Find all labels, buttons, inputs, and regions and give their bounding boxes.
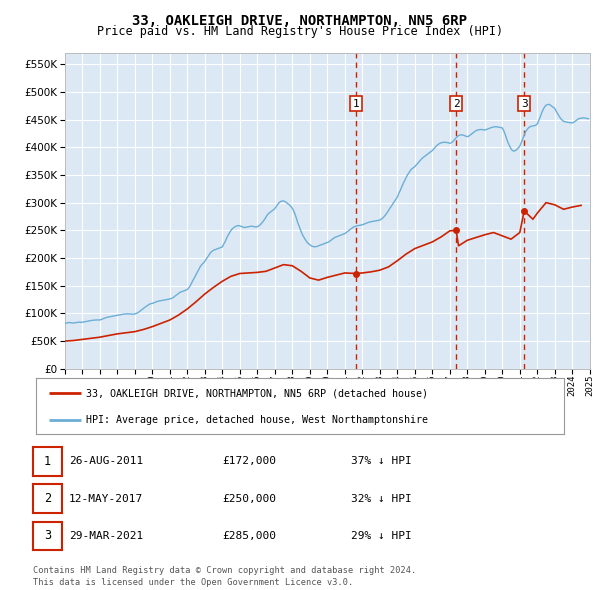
Text: 29% ↓ HPI: 29% ↓ HPI xyxy=(351,531,412,540)
Text: 1: 1 xyxy=(353,99,359,109)
Text: 33, OAKLEIGH DRIVE, NORTHAMPTON, NN5 6RP: 33, OAKLEIGH DRIVE, NORTHAMPTON, NN5 6RP xyxy=(133,14,467,28)
Text: £285,000: £285,000 xyxy=(222,531,276,540)
Text: 37% ↓ HPI: 37% ↓ HPI xyxy=(351,457,412,466)
Text: 12-MAY-2017: 12-MAY-2017 xyxy=(69,494,143,503)
Text: £250,000: £250,000 xyxy=(222,494,276,503)
Text: 33, OAKLEIGH DRIVE, NORTHAMPTON, NN5 6RP (detached house): 33, OAKLEIGH DRIVE, NORTHAMPTON, NN5 6RP… xyxy=(86,388,428,398)
Text: 1: 1 xyxy=(44,455,51,468)
Text: 2: 2 xyxy=(453,99,460,109)
Text: 32% ↓ HPI: 32% ↓ HPI xyxy=(351,494,412,503)
Text: 3: 3 xyxy=(44,529,51,542)
Text: 26-AUG-2011: 26-AUG-2011 xyxy=(69,457,143,466)
Text: HPI: Average price, detached house, West Northamptonshire: HPI: Average price, detached house, West… xyxy=(86,415,428,425)
Text: Price paid vs. HM Land Registry's House Price Index (HPI): Price paid vs. HM Land Registry's House … xyxy=(97,25,503,38)
Text: £172,000: £172,000 xyxy=(222,457,276,466)
Text: 3: 3 xyxy=(521,99,527,109)
Text: 29-MAR-2021: 29-MAR-2021 xyxy=(69,531,143,540)
Text: 2: 2 xyxy=(44,492,51,505)
Text: Contains HM Land Registry data © Crown copyright and database right 2024.
This d: Contains HM Land Registry data © Crown c… xyxy=(33,566,416,587)
